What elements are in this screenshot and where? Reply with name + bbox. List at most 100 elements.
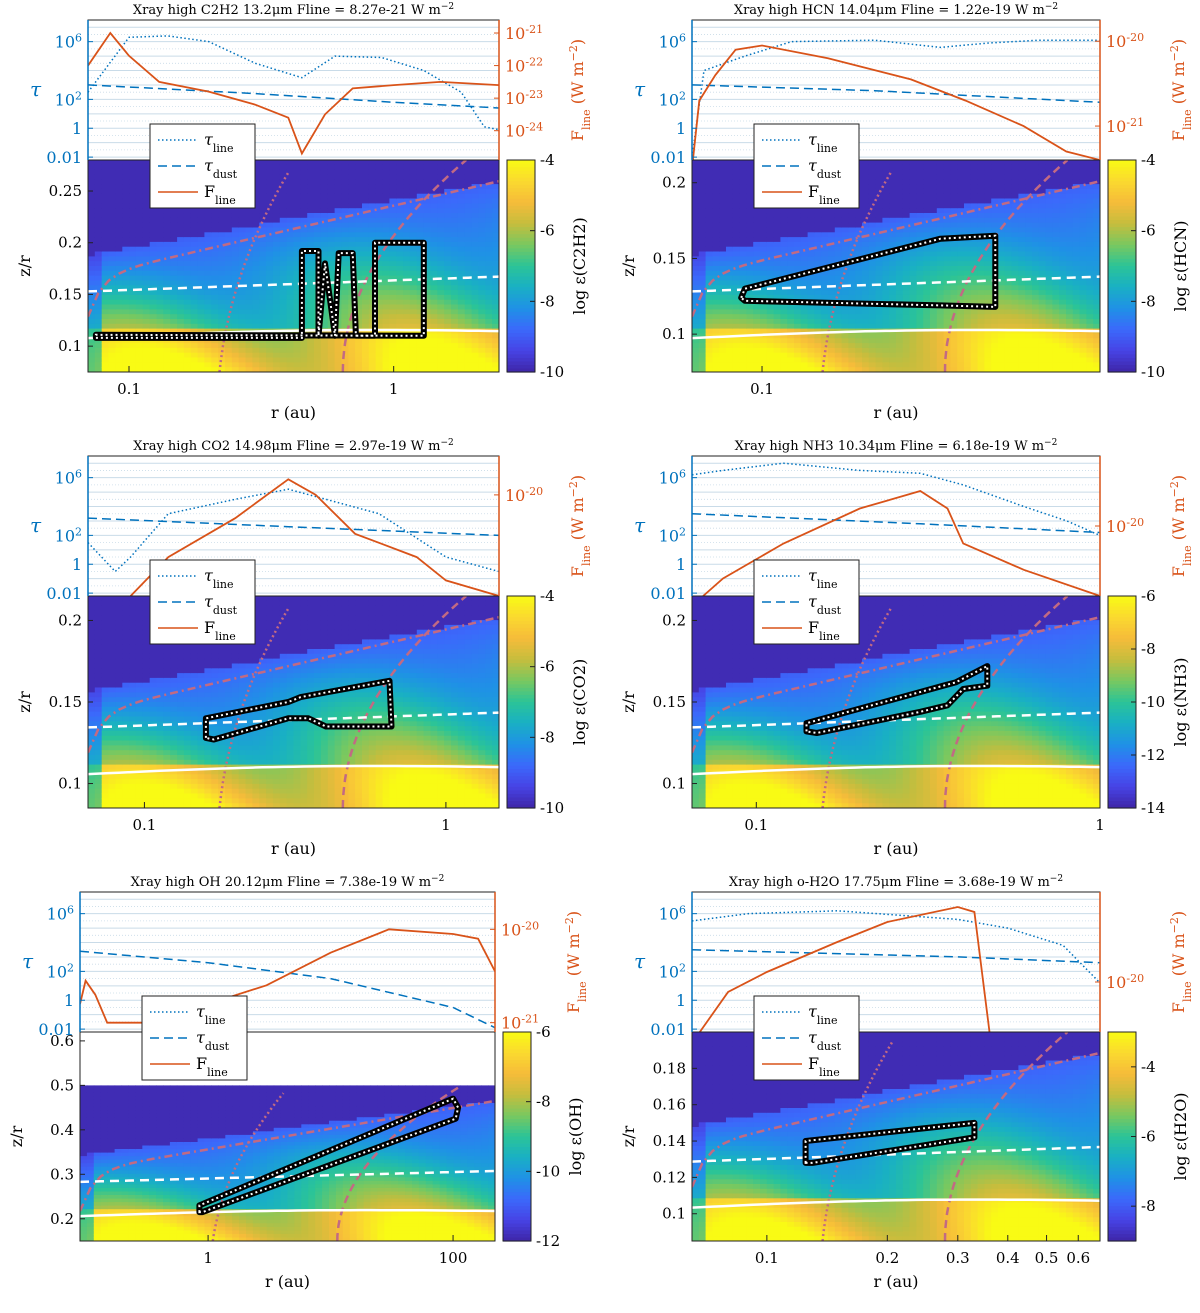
x-tick-label: 0.6 xyxy=(1066,1249,1090,1267)
colorbar-label: log ε(NH3) xyxy=(1171,658,1190,747)
fline-series xyxy=(88,31,499,156)
panel-oh: Xray high OH 20.12μm Fline = 7.38e-19 W … xyxy=(7,874,589,1291)
colorbar-label: log ε(CO2) xyxy=(570,659,589,745)
panel-title: Xray high NH3 10.34μm Fline = 6.18e-19 W… xyxy=(735,438,1058,454)
legend-label: Fline xyxy=(196,1054,228,1079)
tau-axis-label: τ xyxy=(30,513,42,537)
colorbar-tick-label: -12 xyxy=(1141,746,1165,764)
contour-line xyxy=(692,1051,1100,1188)
colorbar-tick-label: -10 xyxy=(536,1162,560,1180)
top-panel-plot xyxy=(692,456,1100,596)
contour-line xyxy=(88,179,499,318)
abundance-heatmap xyxy=(80,1032,495,1241)
y-tick-label: 0.1 xyxy=(662,1205,686,1223)
tau-axis-label: τ xyxy=(634,949,646,973)
panel-nh3: Xray high NH3 10.34μm Fline = 6.18e-19 W… xyxy=(619,438,1194,858)
contour-line xyxy=(692,179,1100,318)
legend-label: τdust xyxy=(808,1028,842,1053)
y-tick-label: 0.1 xyxy=(662,325,686,343)
x-tick-label: 0.1 xyxy=(755,1249,779,1267)
fline-axis-label: Fline (W m−2) xyxy=(1168,911,1194,1013)
y-tick-label: 0.4 xyxy=(50,1121,74,1139)
panel-title: Xray high C2H2 13.2μm Fline = 8.27e-21 W… xyxy=(133,2,454,18)
fline-tick-label: 10-20 xyxy=(1106,972,1144,993)
colorbar-tick-label: -10 xyxy=(1141,693,1165,711)
colorbar-tick-label: -12 xyxy=(536,1232,560,1250)
y-tick-label: 0.6 xyxy=(50,1032,74,1050)
contour-line xyxy=(821,169,893,372)
y-tick-label: 0.15 xyxy=(653,249,686,267)
tau-one-solid-line xyxy=(692,328,1100,340)
y-tick-label: 0.1 xyxy=(58,775,82,793)
colorbar-frame xyxy=(502,1031,532,1242)
emitting-region-box-dots xyxy=(739,234,997,308)
fline-axis-label: Fline (W m−2) xyxy=(567,39,593,141)
fline-axis-label: Fline (W m−2) xyxy=(567,475,593,577)
tau-tick-label: 106 xyxy=(659,903,686,924)
tau-tick-label: 0.01 xyxy=(38,1020,74,1039)
colorbar-frame xyxy=(1107,159,1137,373)
bottom-axes-frame xyxy=(79,1031,496,1242)
fline-tick-label: 10-23 xyxy=(505,88,543,109)
tau-one-solid-line xyxy=(692,1198,1100,1209)
x-axis-label: r (au) xyxy=(271,839,316,858)
legend-label: τdust xyxy=(808,592,842,617)
colorbar-tick-label: -8 xyxy=(540,728,555,746)
top-axes-frame xyxy=(691,891,1101,1033)
tau-tick-label: 0.01 xyxy=(650,584,686,603)
tau-axis-label: τ xyxy=(30,77,42,101)
x-tick-label: 0.2 xyxy=(875,1249,899,1267)
colorbar-tick-label: -14 xyxy=(1141,799,1165,817)
fline-tick-label: 10-24 xyxy=(505,120,543,141)
panel-c2h2: Xray high C2H2 13.2μm Fline = 8.27e-21 W… xyxy=(15,2,593,422)
colorbar-tick-label: -4 xyxy=(540,151,555,169)
fline-tick-label: 10-22 xyxy=(505,55,543,76)
legend-label: τdust xyxy=(204,156,238,181)
panel-title: Xray high OH 20.12μm Fline = 7.38e-19 W … xyxy=(131,874,445,890)
colorbar-tick-label: -4 xyxy=(540,587,555,605)
colorbar-label: log ε(C2H2) xyxy=(570,217,589,314)
abundance-heatmap xyxy=(88,596,499,808)
y-axis-label: z/r xyxy=(15,691,34,713)
x-tick-label: 0.4 xyxy=(996,1249,1020,1267)
contour-line xyxy=(218,169,291,372)
colorbar-tick-label: -10 xyxy=(540,363,564,381)
contour-line xyxy=(692,615,1100,754)
panel-title: Xray high HCN 14.04μm Fline = 1.22e-19 W… xyxy=(734,2,1058,18)
y-tick-label: 0.2 xyxy=(58,611,82,629)
legend-label: τdust xyxy=(196,1028,230,1053)
y-tick-label: 0.18 xyxy=(653,1059,686,1077)
tau-tick-label: 102 xyxy=(659,89,686,110)
tau-tick-label: 102 xyxy=(659,525,686,546)
abundance-heatmap xyxy=(692,160,1100,372)
fline-series xyxy=(692,44,1100,160)
fline-tick-label: 10-20 xyxy=(501,919,539,940)
colorbar-frame xyxy=(506,159,536,373)
x-axis-label: r (au) xyxy=(873,839,918,858)
tau-tick-label: 102 xyxy=(47,961,74,982)
x-tick-label: 1 xyxy=(1095,816,1105,834)
y-axis-label: z/r xyxy=(619,1125,638,1147)
tau-tick-label: 106 xyxy=(659,31,686,52)
bottom-axes-frame xyxy=(691,1031,1101,1242)
legend-label: τdust xyxy=(808,156,842,181)
abundance-heatmap xyxy=(692,1032,1100,1241)
x-tick-label: 1 xyxy=(441,816,451,834)
colorbar xyxy=(503,1032,531,1242)
x-tick-label: 100 xyxy=(439,1249,468,1267)
tau-dust-series xyxy=(88,517,499,537)
colorbar-tick-label: -6 xyxy=(540,658,555,676)
tau-tick-label: 1 xyxy=(676,555,686,574)
colorbar-label: log ε(HCN) xyxy=(1171,220,1190,311)
tau-one-solid-line xyxy=(692,764,1100,776)
tau-tick-label: 1 xyxy=(676,119,686,138)
legend-label: τline xyxy=(808,1002,838,1027)
tau-dust-series xyxy=(692,84,1100,104)
fline-tick-label: 10-20 xyxy=(1106,31,1144,52)
tau-line-series xyxy=(88,35,499,131)
colorbar-tick-label: -6 xyxy=(536,1023,551,1041)
colorbar xyxy=(1108,596,1136,809)
